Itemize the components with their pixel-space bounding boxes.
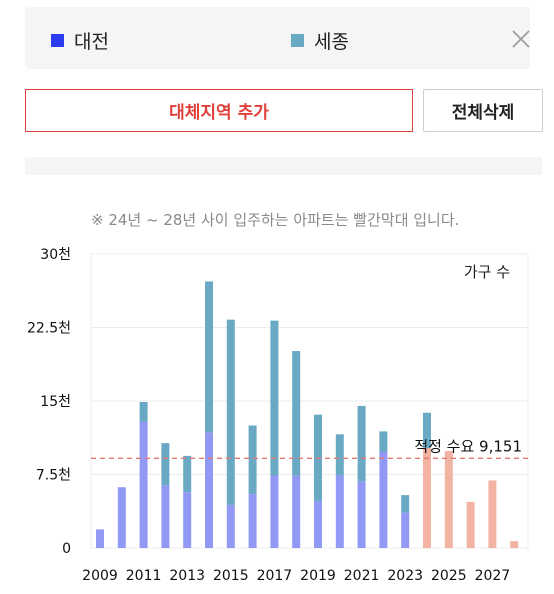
bar-2017-daejeon (270, 475, 279, 548)
bar-2024-sejong (423, 412, 431, 449)
x-tick-label: 2015 (213, 568, 249, 584)
y-tick-label: 0 (62, 541, 71, 557)
x-tick-label: 2027 (475, 568, 511, 584)
x-tick-label: 2009 (82, 568, 118, 584)
close-button[interactable] (503, 21, 539, 57)
x-tick-label: 2013 (169, 568, 205, 584)
y-tick-label: 30천 (40, 247, 71, 263)
reference-line-label: 적정 수요 9,151 (414, 437, 522, 455)
chart-bars (96, 281, 519, 548)
bar-2026-daejeon (466, 501, 475, 548)
unit-label: 가구 수 (464, 263, 510, 281)
bar-2013-sejong (183, 455, 192, 493)
bar-2027-daejeon (488, 480, 497, 548)
bar-2009-daejeon (96, 529, 104, 548)
bar-2024-daejeon (423, 448, 431, 548)
x-tick-label: 2017 (257, 568, 293, 584)
bar-2025-daejeon (444, 450, 453, 548)
bar-2011-daejeon (139, 421, 148, 548)
close-icon (512, 30, 530, 48)
bar-2021-daejeon (357, 481, 366, 548)
bar-2023-daejeon (401, 512, 410, 548)
bar-2016-sejong (248, 425, 257, 495)
future-bar-note: ※ 24년 ~ 28년 사이 입주하는 아파트는 빨간막대 입니다. (91, 211, 460, 229)
bar-2020-sejong (335, 434, 344, 476)
bar-2017-sejong (270, 320, 279, 476)
legend-item-sejong: 세종 (291, 27, 349, 54)
y-axis-ticks: 0 7.5천 15천 22.5천 30천 (27, 247, 71, 557)
bar-2022-sejong (379, 431, 388, 452)
x-axis-ticks: 2009 2011 2013 2015 2017 2019 2021 2023 2025 2027 (82, 568, 510, 584)
bar-2019-daejeon (314, 500, 322, 548)
legend-label-sejong: 세종 (314, 31, 349, 53)
y-tick-label: 22.5천 (27, 321, 71, 337)
bar-2012-sejong (161, 443, 170, 486)
bar-2022-daejeon (379, 451, 388, 548)
bar-2020-daejeon (335, 475, 344, 548)
x-tick-label: 2023 (387, 568, 423, 584)
x-tick-label: 2011 (126, 568, 162, 584)
bar-2013-daejeon (183, 492, 192, 548)
bar-2021-sejong (357, 405, 366, 482)
bar-2011-sejong (139, 401, 148, 422)
legend-swatch-daejeon (51, 34, 64, 47)
chart-grid (91, 253, 528, 549)
y-tick-label: 15천 (40, 394, 71, 410)
x-tick-label: 2021 (344, 568, 380, 584)
bar-2015-sejong (226, 319, 235, 505)
bar-2023-sejong (401, 495, 410, 513)
plot-frame (90, 253, 529, 549)
bar-2028-daejeon (510, 541, 519, 548)
bar-2018-sejong (292, 351, 301, 476)
section-divider (25, 157, 542, 175)
bar-2014-daejeon (205, 432, 213, 548)
bar-2015-daejeon (226, 504, 235, 548)
x-tick-label: 2019 (300, 568, 336, 584)
legend-item-daejeon: 대전 (51, 27, 109, 54)
bar-2016-daejeon (248, 494, 257, 548)
bar-2014-sejong (205, 281, 213, 433)
x-tick-label: 2025 (431, 568, 467, 584)
bar-2012-daejeon (161, 485, 170, 548)
add-alternate-region-button[interactable]: 대체지역 추가 (25, 89, 413, 132)
bar-2018-daejeon (292, 475, 301, 548)
legend-label-daejeon: 대전 (74, 31, 109, 53)
bar-2010-daejeon (117, 487, 126, 548)
legend-bar: 대전 세종 (25, 7, 530, 69)
y-tick-label: 7.5천 (36, 468, 71, 484)
delete-all-button[interactable]: 전체삭제 (423, 89, 543, 132)
legend-swatch-sejong (291, 34, 304, 47)
